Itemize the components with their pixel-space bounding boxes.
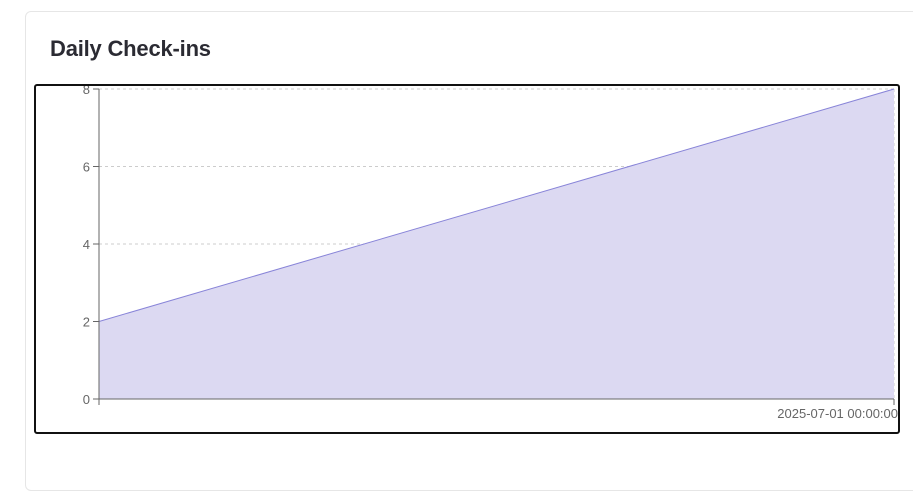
- y-tick-label: 2: [83, 315, 90, 330]
- y-tick-label: 4: [83, 237, 90, 252]
- chart-frame: 0 2 4 6 8 2025-07-01 00:00:00: [34, 84, 900, 434]
- card-title: Daily Check-ins: [50, 36, 211, 61]
- y-tick-label: 6: [83, 160, 90, 175]
- y-tick-label: 8: [83, 86, 90, 97]
- x-tick-label: 2025-07-01 00:00:00: [777, 406, 898, 421]
- y-tick-label: 0: [83, 392, 90, 407]
- area-series-fill: [99, 89, 894, 399]
- area-chart: 0 2 4 6 8 2025-07-01 00:00:00: [83, 86, 898, 421]
- area-series-line: [98, 88, 895, 322]
